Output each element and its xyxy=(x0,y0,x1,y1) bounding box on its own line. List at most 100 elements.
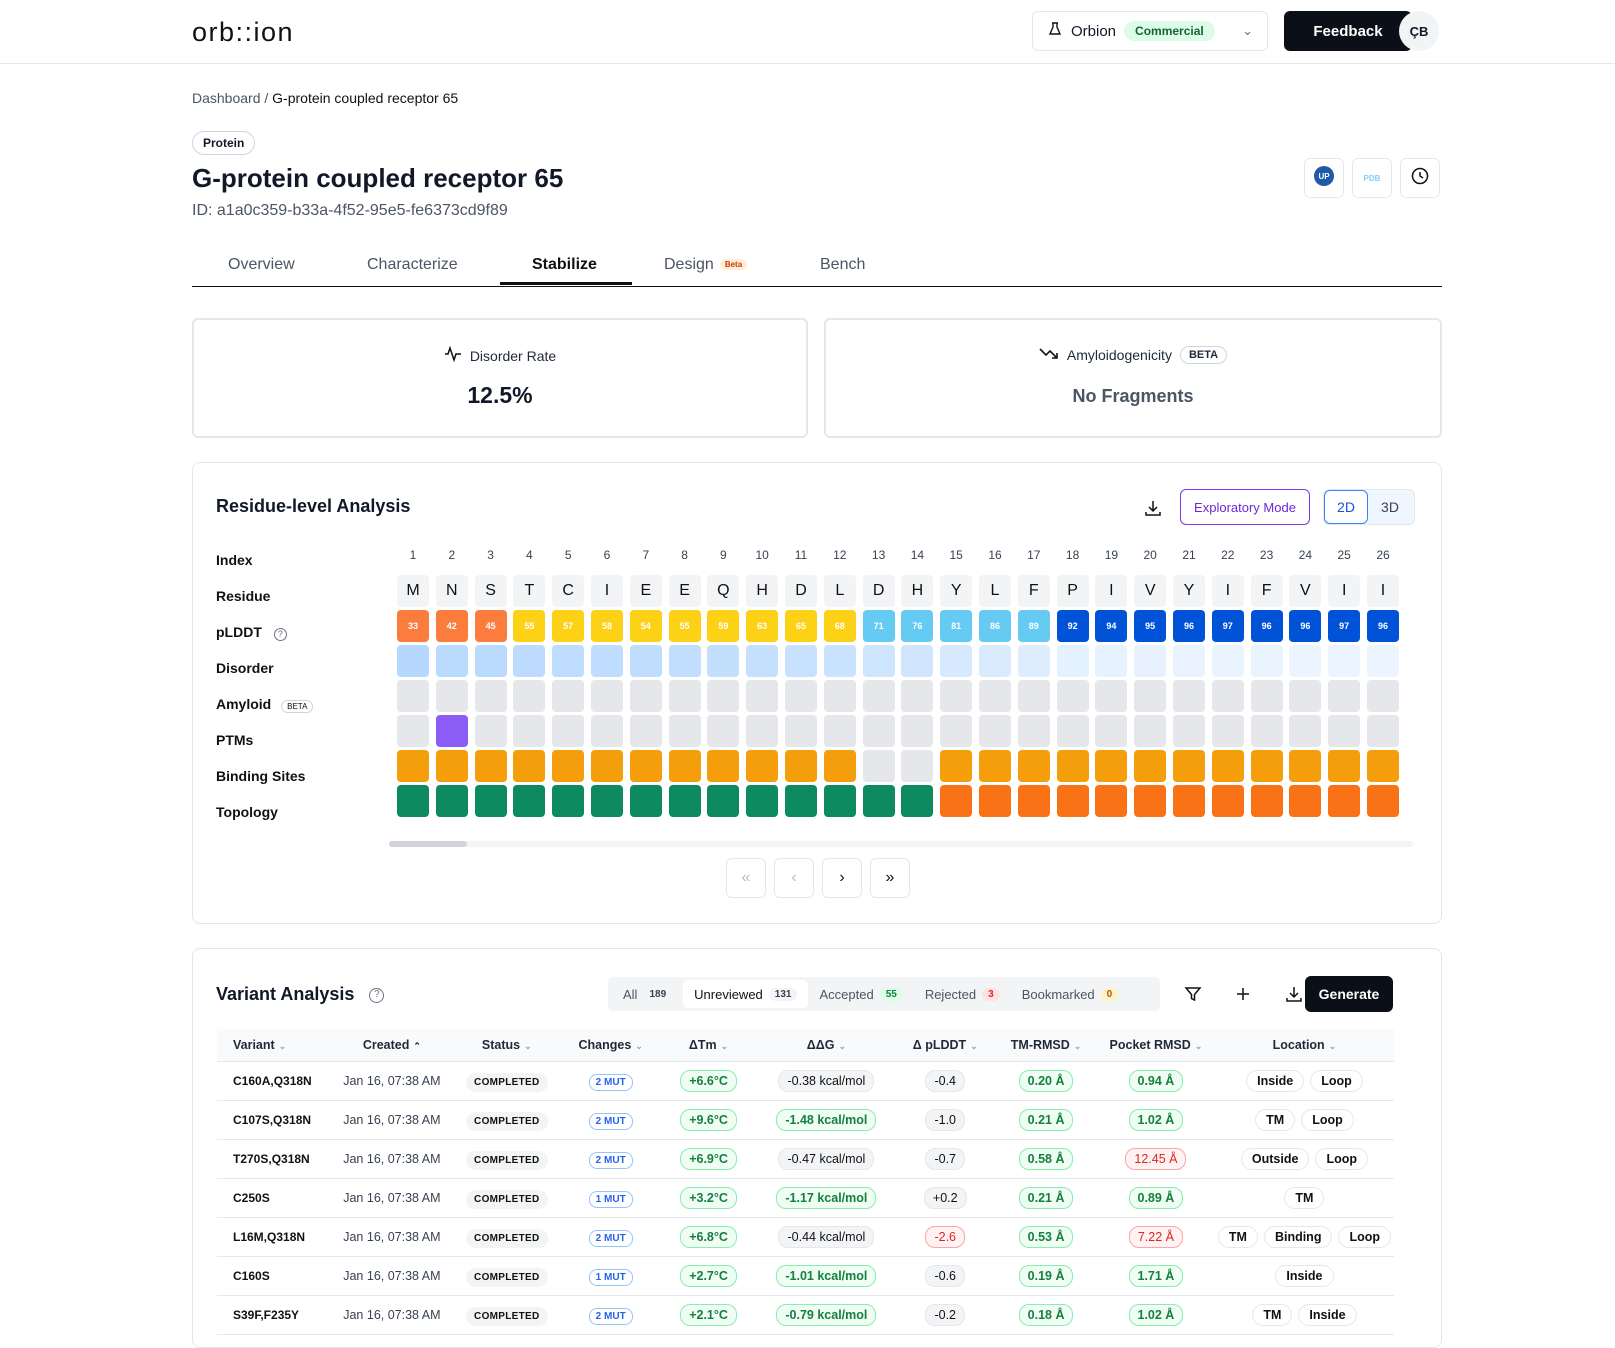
history-button[interactable] xyxy=(1400,158,1440,198)
help-icon[interactable]: ? xyxy=(273,628,287,641)
topology-cell[interactable] xyxy=(1289,785,1322,817)
disorder-cell[interactable] xyxy=(785,645,817,677)
ptm-cell[interactable] xyxy=(707,715,740,747)
table-row[interactable]: C250S Jan 16, 07:38 AM COMPLETED 1 MUT +3.2°… xyxy=(217,1178,1394,1218)
disorder-cell[interactable] xyxy=(1056,645,1089,677)
amyloid-cell[interactable] xyxy=(668,680,701,712)
binding-site-cell[interactable] xyxy=(785,750,817,782)
disorder-cell[interactable] xyxy=(591,645,623,677)
plddt-cell[interactable]: 86 xyxy=(979,610,1011,642)
disorder-cell[interactable] xyxy=(513,645,546,677)
binding-site-cell[interactable] xyxy=(1289,750,1322,782)
topology-cell[interactable] xyxy=(979,785,1011,817)
tab-overview[interactable]: Overview xyxy=(228,256,295,273)
plddt-cell[interactable]: 55 xyxy=(513,610,546,642)
residue-letter[interactable]: F xyxy=(1250,575,1283,607)
ptm-cell[interactable] xyxy=(474,715,507,747)
filter-unreviewed[interactable]: Unreviewed 131 xyxy=(683,980,809,1008)
amyloid-cell[interactable] xyxy=(707,680,740,712)
topology-cell[interactable] xyxy=(1367,785,1399,817)
col-dplddt[interactable]: Δ pLDDT ⌄ xyxy=(895,1029,996,1062)
ptm-cell[interactable] xyxy=(1056,715,1089,747)
topology-cell[interactable] xyxy=(1250,785,1283,817)
disorder-cell[interactable] xyxy=(474,645,507,677)
binding-site-cell[interactable] xyxy=(823,750,856,782)
ptm-cell[interactable] xyxy=(1328,715,1361,747)
plddt-cell[interactable]: 33 xyxy=(397,610,429,642)
col-created[interactable]: Created ⌃ xyxy=(331,1029,452,1062)
binding-site-cell[interactable] xyxy=(474,750,507,782)
disorder-cell[interactable] xyxy=(1095,645,1128,677)
table-row[interactable]: S39F,F235Y Jan 16, 07:38 AM COMPLETED 2 MUT… xyxy=(217,1295,1394,1335)
uniprot-button[interactable]: UP xyxy=(1304,158,1344,198)
residue-letter[interactable]: H xyxy=(746,575,779,607)
plddt-cell[interactable]: 96 xyxy=(1250,610,1283,642)
amyloid-cell[interactable] xyxy=(979,680,1011,712)
col-dtm[interactable]: ΔTm ⌄ xyxy=(659,1029,758,1062)
residue-letter[interactable]: I xyxy=(1328,575,1361,607)
plddt-cell[interactable]: 68 xyxy=(823,610,856,642)
disorder-cell[interactable] xyxy=(1250,645,1283,677)
amyloid-cell[interactable] xyxy=(1367,680,1399,712)
ptm-cell[interactable] xyxy=(1173,715,1205,747)
prev-page-button[interactable]: ‹ xyxy=(774,858,814,898)
ptm-cell[interactable] xyxy=(746,715,779,747)
help-icon[interactable]: ? xyxy=(369,987,385,1003)
amyloid-cell[interactable] xyxy=(1250,680,1283,712)
residue-letter[interactable]: E xyxy=(668,575,701,607)
scrollbar-thumb[interactable] xyxy=(389,841,467,847)
col-pocket-rmsd[interactable]: Pocket RMSD ⌄ xyxy=(1096,1029,1215,1062)
col-variant[interactable]: Variant ⌄ xyxy=(217,1029,332,1062)
plddt-cell[interactable]: 81 xyxy=(940,610,973,642)
ptm-cell[interactable] xyxy=(823,715,856,747)
amyloid-cell[interactable] xyxy=(474,680,507,712)
amyloid-cell[interactable] xyxy=(629,680,662,712)
binding-site-cell[interactable] xyxy=(1211,750,1244,782)
topology-cell[interactable] xyxy=(1017,785,1050,817)
tab-design[interactable]: Design Beta xyxy=(664,256,748,274)
disorder-cell[interactable] xyxy=(629,645,662,677)
binding-site-cell[interactable] xyxy=(668,750,701,782)
residue-letter[interactable]: E xyxy=(629,575,662,607)
exploratory-mode-button[interactable]: Exploratory Mode xyxy=(1180,489,1310,525)
binding-site-cell[interactable] xyxy=(552,750,585,782)
ptm-cell[interactable] xyxy=(1289,715,1322,747)
plddt-cell[interactable]: 42 xyxy=(435,610,468,642)
filter-all[interactable]: All 189 xyxy=(612,980,683,1008)
filter-icon[interactable] xyxy=(1183,984,1203,1004)
binding-site-cell[interactable] xyxy=(1095,750,1128,782)
plddt-cell[interactable]: 96 xyxy=(1173,610,1205,642)
topology-cell[interactable] xyxy=(629,785,662,817)
disorder-cell[interactable] xyxy=(1134,645,1167,677)
residue-letter[interactable]: S xyxy=(474,575,507,607)
residue-letter[interactable]: I xyxy=(1095,575,1128,607)
amyloid-cell[interactable] xyxy=(552,680,585,712)
feedback-button[interactable]: Feedback xyxy=(1284,11,1412,51)
tab-stabilize[interactable]: Stabilize xyxy=(532,256,597,273)
amyloid-cell[interactable] xyxy=(1211,680,1244,712)
binding-site-cell[interactable] xyxy=(629,750,662,782)
ptm-cell[interactable] xyxy=(1367,715,1399,747)
plddt-cell[interactable]: 94 xyxy=(1095,610,1128,642)
disorder-cell[interactable] xyxy=(940,645,973,677)
residue-grid[interactable]: 1 M 33 2 N 42 3 S 45 4 T 55 5 C 57 6 I 58 7 E 54 8 E 55 9 Q 59 10 H 6… xyxy=(397,533,1417,833)
binding-site-cell[interactable] xyxy=(435,750,468,782)
table-row[interactable]: L16M,Q318N Jan 16, 07:38 AM COMPLETED 2 MUT… xyxy=(217,1217,1394,1257)
plddt-cell[interactable]: 59 xyxy=(707,610,740,642)
residue-letter[interactable]: F xyxy=(1017,575,1050,607)
amyloid-cell[interactable] xyxy=(513,680,546,712)
topology-cell[interactable] xyxy=(435,785,468,817)
plddt-cell[interactable]: 95 xyxy=(1134,610,1167,642)
topology-cell[interactable] xyxy=(513,785,546,817)
residue-letter[interactable]: Q xyxy=(707,575,740,607)
binding-site-cell[interactable] xyxy=(1250,750,1283,782)
ptm-cell[interactable] xyxy=(785,715,817,747)
binding-site-cell[interactable] xyxy=(1328,750,1361,782)
binding-site-cell[interactable] xyxy=(746,750,779,782)
plddt-cell[interactable]: 76 xyxy=(901,610,934,642)
topology-cell[interactable] xyxy=(707,785,740,817)
ptm-cell[interactable] xyxy=(629,715,662,747)
disorder-cell[interactable] xyxy=(552,645,585,677)
binding-site-cell[interactable] xyxy=(1017,750,1050,782)
table-row[interactable]: C160A,Q318N Jan 16, 07:38 AM COMPLETED 2 MU… xyxy=(217,1061,1394,1101)
